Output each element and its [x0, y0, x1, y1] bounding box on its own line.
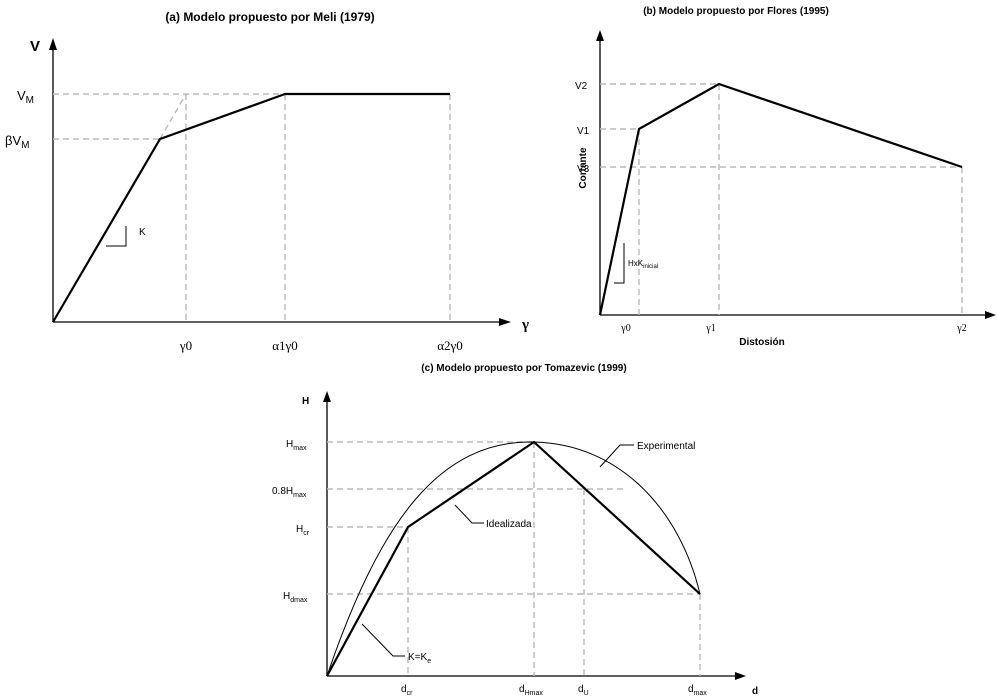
- panel-a-title: (a) Modelo propuesto por Meli (1979): [165, 10, 374, 24]
- panel-c-experimental-curve: [326, 441, 701, 677]
- panel-b-g1-label: γ1: [705, 323, 715, 334]
- panel-c-x-label: d: [752, 686, 758, 697]
- panel-a-guide-slope: [159, 93, 187, 140]
- panel-c-experimental-leader: [599, 444, 634, 468]
- panel-c-dhmax-label: dHmax: [519, 684, 543, 697]
- panel-c-idealizada-label: Idealizada: [486, 519, 532, 530]
- panel-c-idealizada-leader: [454, 504, 484, 524]
- panel-c-title: (c) Modelo propuesto por Tomazevic (1999…: [421, 363, 626, 374]
- panel-b: (b) Modelo propuesto por Flores (1995) H…: [575, 6, 996, 348]
- panel-a-y-arrow: [49, 38, 57, 50]
- panel-c-dmax-label: dmax: [688, 684, 707, 697]
- panel-c-hcr-label: Hcr: [296, 524, 310, 537]
- panel-a-x-arrow: [499, 318, 511, 326]
- panel-c-hmax-label: Hmax: [286, 439, 307, 452]
- panel-c-experimental-label: Experimental: [637, 441, 695, 452]
- panel-c-y-arrow: [323, 391, 331, 402]
- panel-a-a1g0-label: α1γ0: [272, 338, 298, 353]
- panel-c-dcr-label: dcr: [401, 684, 413, 697]
- panel-c: (c) Modelo propuesto por Tomazevic (1999…: [272, 363, 758, 697]
- panel-a-bvm-label: βVM: [5, 133, 30, 151]
- panel-c-x-arrow: [735, 672, 746, 680]
- panel-b-x-label: Distosión: [739, 337, 785, 348]
- panel-b-title: (b) Modelo propuesto por Flores (1995): [643, 6, 829, 17]
- panel-b-v3-label: V3: [577, 164, 590, 175]
- panel-a-k-label: K: [139, 227, 146, 238]
- panel-a: (a) Modelo propuesto por Meli (1979) K V…: [5, 10, 529, 353]
- panel-b-g2-label: γ2: [956, 323, 966, 334]
- panel-b-y-arrow: [596, 30, 604, 41]
- panel-b-v1-label: V1: [577, 126, 590, 137]
- panel-a-k-marker: [106, 226, 127, 247]
- panel-c-idealized-curve: [326, 440, 701, 677]
- panel-c-ke-label: K=Ke: [408, 652, 431, 665]
- panel-a-vm-label: VM: [17, 88, 34, 106]
- panel-b-k-marker: [614, 243, 625, 284]
- panel-b-g0-label: γ0: [620, 323, 630, 334]
- panel-b-k-label: HxKinicial: [628, 259, 658, 270]
- panel-b-y-label: Cortante: [578, 147, 589, 189]
- panel-c-ke-leader: [361, 623, 405, 657]
- panel-c-y-label: H: [302, 396, 309, 407]
- panel-b-model-curve: [598, 82, 963, 316]
- panel-b-v2-label: V2: [575, 81, 588, 92]
- panel-a-x-label: γ: [521, 317, 529, 333]
- panel-b-x-arrow: [985, 311, 996, 319]
- panel-c-du-label: dU: [578, 684, 589, 697]
- panel-c-hdmax-label: Hdmax: [283, 591, 308, 604]
- panel-a-y-label: V: [30, 38, 40, 55]
- panel-c-08hmax-label: 0.8Hmax: [272, 486, 307, 499]
- panel-a-g0-label: γ0: [179, 338, 192, 353]
- panel-a-a2g0-label: α2γ0: [437, 338, 463, 353]
- panel-a-model-curve: [52, 92, 450, 323]
